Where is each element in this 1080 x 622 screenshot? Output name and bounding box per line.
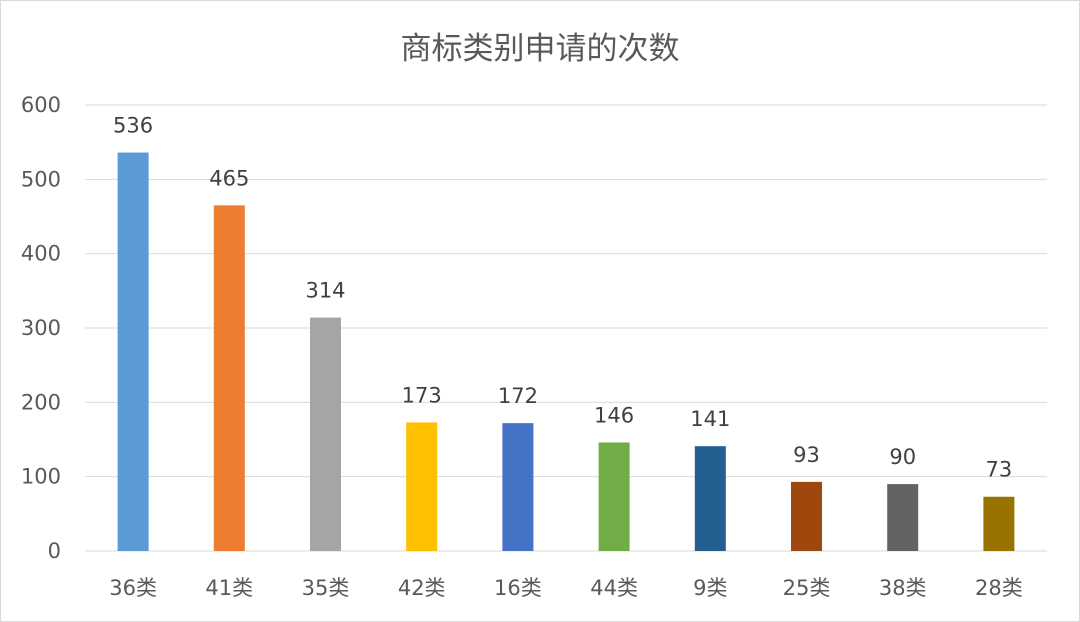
bar [406, 422, 438, 551]
y-axis-ticks: 0 100 200 300 400 500 600 [21, 93, 61, 563]
x-tick-label: 25类 [783, 576, 831, 600]
x-axis-ticks: 36类 41类 35类 42类 16类 44类 9类 25类 38类 28类 [109, 576, 1023, 600]
data-label: 536 [113, 114, 153, 138]
bar [213, 205, 245, 551]
bar [502, 423, 534, 551]
y-tick-label: 0 [48, 539, 61, 563]
data-label: 141 [690, 407, 730, 431]
x-tick-label: 28类 [975, 576, 1023, 600]
data-label: 173 [402, 383, 442, 407]
y-tick-label: 200 [21, 390, 61, 414]
data-label: 90 [889, 445, 916, 469]
bar [598, 442, 630, 551]
y-tick-label: 600 [21, 93, 61, 117]
chart-title: 商标类别申请的次数 [401, 31, 680, 67]
data-labels: 536 465 314 173 172 146 141 93 90 73 [113, 114, 1012, 482]
data-label: 73 [986, 458, 1013, 482]
x-tick-label: 16类 [494, 576, 542, 600]
data-label: 465 [209, 166, 249, 190]
y-tick-label: 400 [21, 242, 61, 266]
x-tick-label: 38类 [879, 576, 927, 600]
bar [983, 496, 1015, 551]
data-label: 314 [305, 279, 345, 303]
x-tick-label: 35类 [302, 576, 350, 600]
bar [117, 152, 149, 551]
x-tick-label: 36类 [109, 576, 157, 600]
x-tick-label: 9类 [693, 576, 727, 600]
y-tick-label: 500 [21, 167, 61, 191]
y-tick-label: 300 [21, 316, 61, 340]
x-tick-label: 42类 [398, 576, 446, 600]
data-label: 93 [793, 443, 820, 467]
x-tick-label: 41类 [205, 576, 253, 600]
data-label: 146 [594, 403, 634, 427]
bar [310, 317, 341, 551]
bars [117, 152, 1015, 551]
bar [694, 446, 726, 551]
x-tick-label: 44类 [590, 576, 638, 600]
bar [887, 484, 919, 551]
bar [791, 481, 822, 551]
y-tick-label: 100 [21, 465, 61, 489]
data-label: 172 [498, 384, 538, 408]
gridlines [85, 104, 1047, 552]
